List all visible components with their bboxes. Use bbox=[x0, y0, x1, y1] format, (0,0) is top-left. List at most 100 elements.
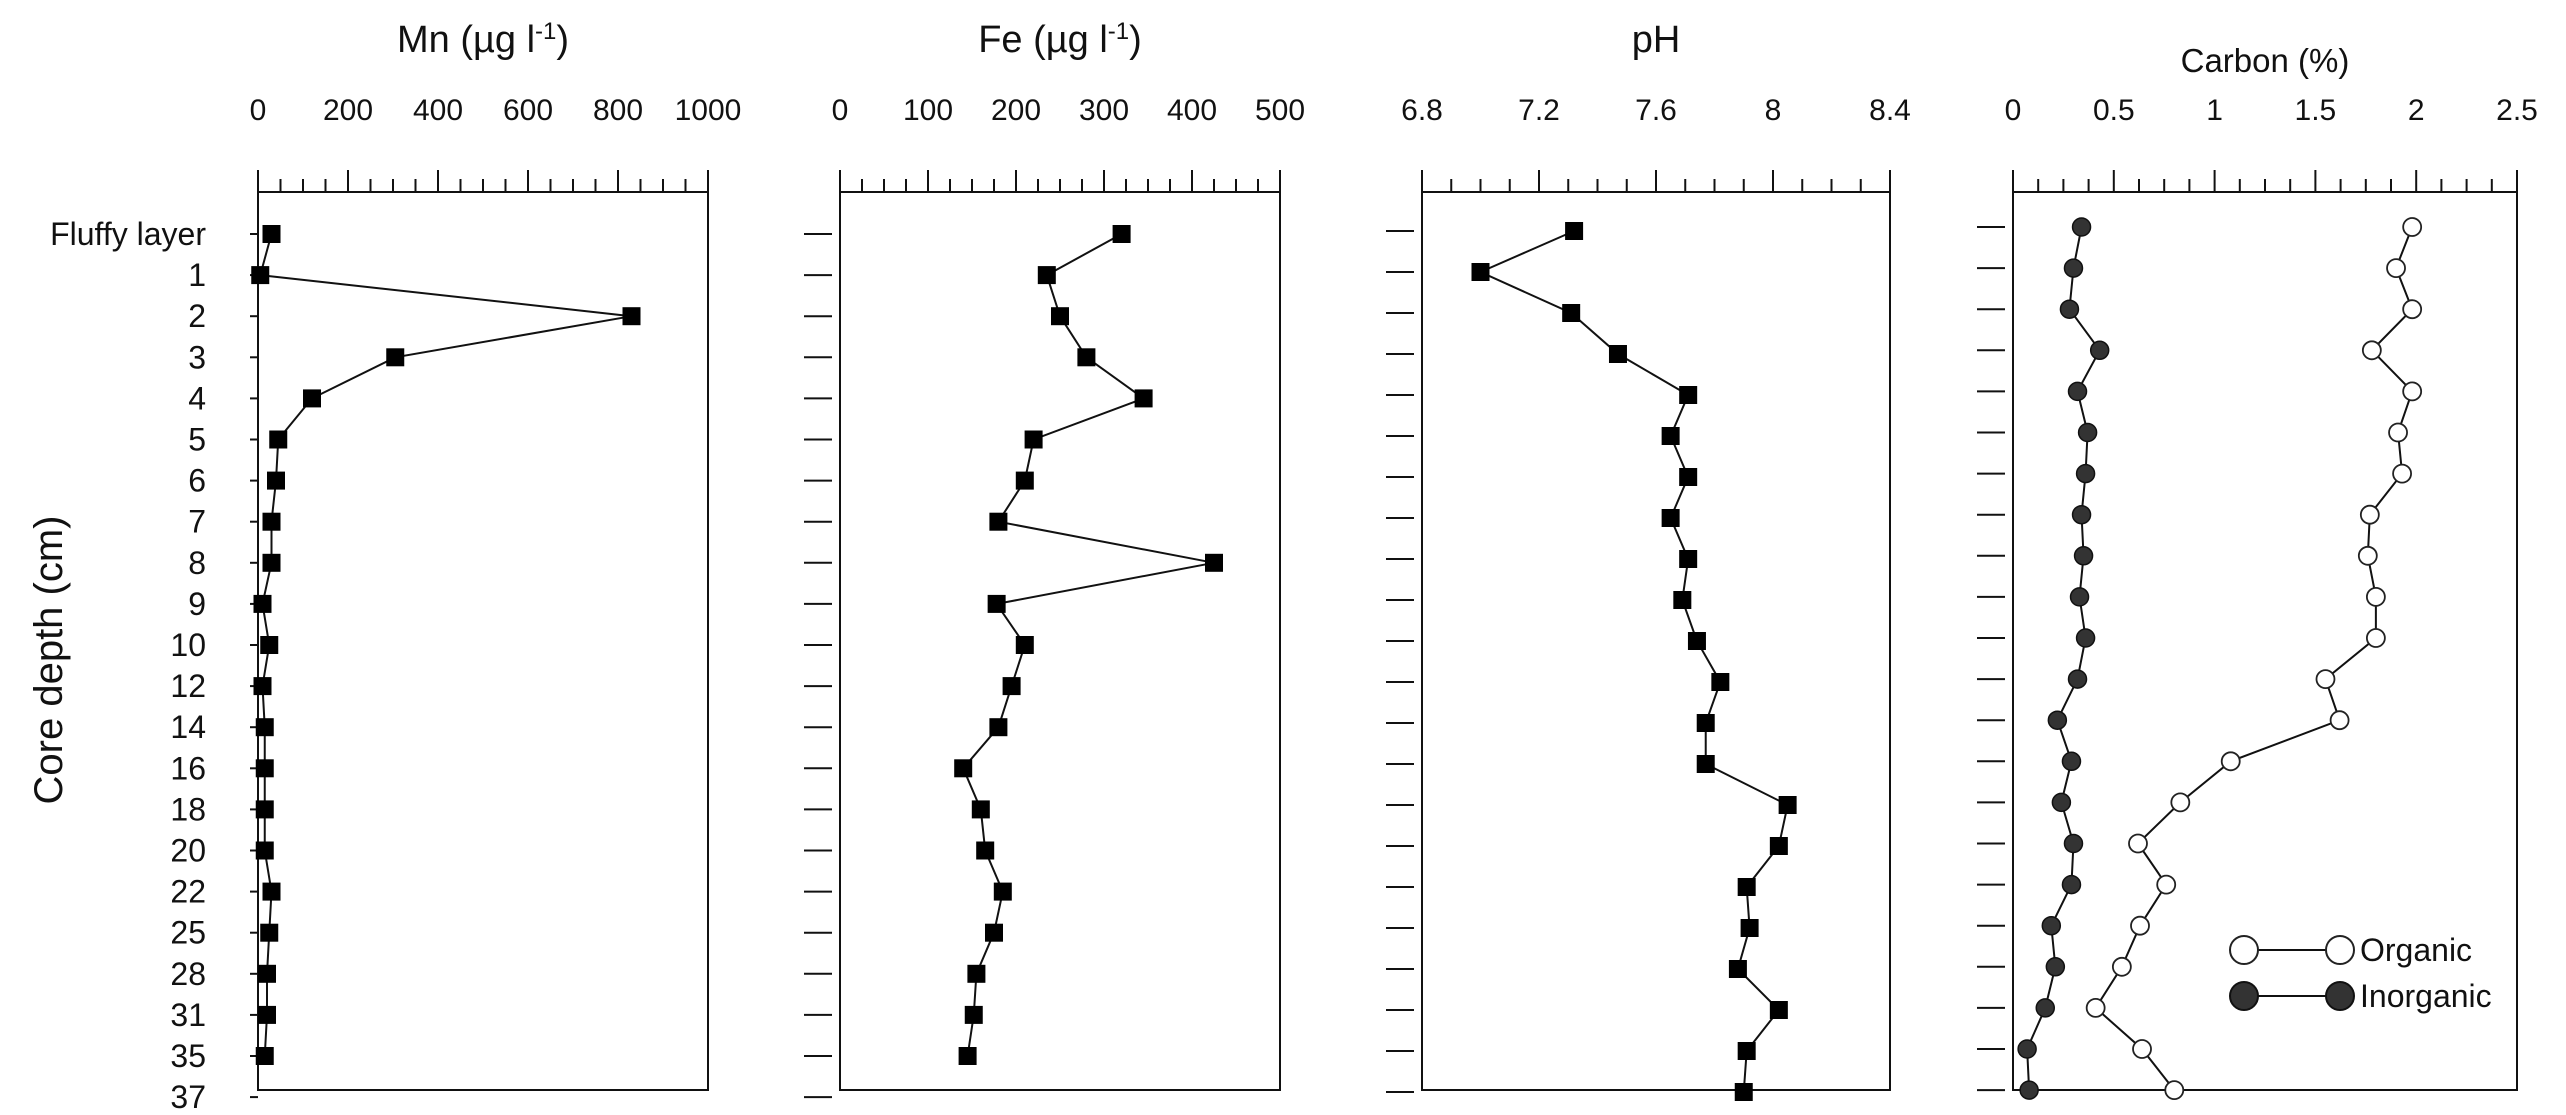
data-point bbox=[993, 882, 1012, 901]
x-tick-label: 200 bbox=[991, 94, 1041, 127]
data-point bbox=[2220, 751, 2241, 772]
legend-label-inorganic: Inorganic bbox=[2360, 978, 2492, 1014]
data-point bbox=[1051, 307, 1069, 326]
depth-label: 22 bbox=[170, 874, 206, 910]
data-point bbox=[2061, 751, 2082, 772]
data-point bbox=[1778, 796, 1797, 814]
data-point bbox=[2067, 669, 2088, 689]
plot-frame bbox=[1421, 191, 1891, 1091]
depth-label: 2 bbox=[188, 298, 206, 334]
data-point bbox=[2067, 381, 2088, 402]
data-point bbox=[1562, 304, 1581, 322]
x-tick-label: 400 bbox=[413, 94, 463, 127]
data-point bbox=[1661, 509, 1680, 527]
data-point bbox=[255, 1047, 274, 1065]
data-point bbox=[1037, 266, 1056, 285]
data-point bbox=[2075, 463, 2096, 484]
data-point bbox=[2357, 545, 2378, 566]
data-point bbox=[1679, 386, 1698, 404]
series-line bbox=[1478, 230, 1789, 1093]
series-mn bbox=[251, 225, 641, 1065]
x-tick-label: 0.5 bbox=[2093, 94, 2135, 127]
data-point bbox=[1769, 1001, 1788, 1019]
data-point bbox=[262, 512, 281, 531]
x-tick-label: 2.5 bbox=[2496, 94, 2538, 127]
data-point bbox=[2071, 217, 2092, 237]
chart-panel-2: Fe (µg l-1) 0 100 200 300 400 500 bbox=[804, 18, 1305, 1099]
data-point bbox=[987, 594, 1006, 613]
x-tick-label: 7.2 bbox=[1518, 94, 1560, 127]
chart-title: Fe (µg l-1) bbox=[978, 18, 1142, 62]
data-point bbox=[2388, 422, 2408, 443]
data-point bbox=[269, 430, 288, 449]
data-point bbox=[1608, 345, 1627, 363]
data-point bbox=[1687, 632, 1706, 650]
data-point bbox=[262, 882, 281, 901]
data-point bbox=[958, 1047, 977, 1065]
data-point bbox=[1661, 427, 1680, 445]
x-tick-label: 0 bbox=[832, 94, 849, 127]
data-point bbox=[2365, 587, 2386, 607]
data-point bbox=[2085, 998, 2106, 1018]
data-point bbox=[2073, 546, 2094, 566]
series-inorganic bbox=[2017, 217, 2110, 1100]
data-point bbox=[2045, 957, 2066, 977]
data-point bbox=[255, 718, 274, 737]
data-point bbox=[989, 718, 1008, 737]
data-point bbox=[2063, 833, 2084, 854]
chart-panel-1: Mn (µg l-1) 0 200 400 600 800 1000 Fluffy layer… bbox=[27, 18, 741, 1115]
data-point bbox=[267, 471, 285, 490]
data-point bbox=[1734, 1083, 1753, 1101]
data-point bbox=[251, 266, 270, 285]
depth-label: 7 bbox=[188, 504, 206, 540]
chart-panel-3: pH 6.8 7.2 7.6 8 8.4 bbox=[1386, 19, 1911, 1101]
depth-label: 14 bbox=[170, 709, 206, 745]
data-point bbox=[2170, 792, 2191, 813]
x-tick-label: 0 bbox=[2005, 94, 2022, 127]
depth-label: 3 bbox=[188, 339, 206, 375]
series-fe bbox=[954, 225, 1223, 1065]
data-point bbox=[2051, 792, 2072, 813]
data-point bbox=[262, 225, 281, 243]
x-tick-label: 8 bbox=[1765, 94, 1782, 127]
data-point bbox=[2047, 710, 2068, 730]
data-point bbox=[967, 964, 986, 983]
data-point bbox=[2128, 833, 2148, 854]
x-tick-label: 800 bbox=[593, 94, 643, 127]
data-point bbox=[985, 923, 1003, 942]
data-point bbox=[1696, 755, 1715, 773]
chart-title: Carbon (%) bbox=[2181, 42, 2350, 79]
x-tick-label: 0 bbox=[250, 94, 267, 127]
data-point bbox=[2156, 874, 2177, 895]
x-tick-label: 6.8 bbox=[1401, 94, 1443, 127]
data-point bbox=[2402, 217, 2423, 237]
x-tick-label: 2 bbox=[2408, 94, 2425, 127]
data-point bbox=[622, 307, 641, 326]
x-tick-label: 400 bbox=[1167, 94, 1217, 127]
x-tick-label: 7.6 bbox=[1635, 94, 1677, 127]
series-line bbox=[258, 233, 632, 1057]
data-point bbox=[2361, 340, 2382, 361]
depth-label: 20 bbox=[170, 833, 206, 869]
data-point bbox=[260, 923, 279, 942]
legend: Organic Inorganic bbox=[2229, 932, 2492, 1014]
legend-label-organic: Organic bbox=[2360, 932, 2472, 968]
plot-frame bbox=[257, 191, 709, 1091]
data-point bbox=[2130, 915, 2150, 936]
data-point bbox=[989, 512, 1008, 531]
data-point bbox=[1205, 553, 1223, 572]
data-point bbox=[1077, 348, 1096, 367]
data-point bbox=[2063, 258, 2084, 278]
data-point bbox=[1112, 225, 1131, 243]
y-axis-title: Core depth (cm) bbox=[27, 516, 71, 805]
data-point bbox=[2061, 874, 2082, 895]
data-point bbox=[2386, 258, 2406, 279]
data-point bbox=[262, 553, 281, 572]
data-point bbox=[1711, 673, 1730, 691]
chart-panel-4: Carbon (%) 0 0.5 1 1.5 2 2.5 Organic Inorganic bbox=[1977, 42, 2538, 1100]
x-tick-label: 1.5 bbox=[2295, 94, 2337, 127]
data-point bbox=[2041, 915, 2062, 936]
data-point bbox=[2402, 299, 2423, 320]
x-tick-label: 1 bbox=[2206, 94, 2223, 127]
data-point bbox=[260, 636, 279, 654]
